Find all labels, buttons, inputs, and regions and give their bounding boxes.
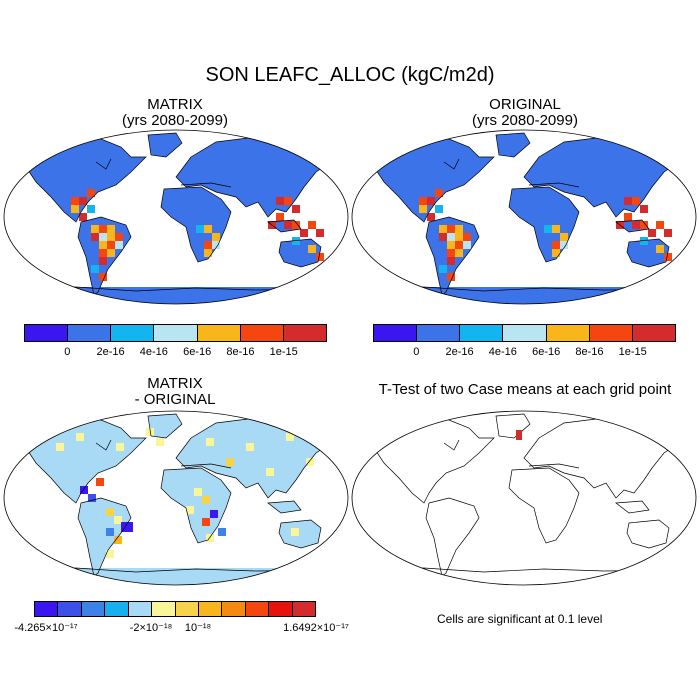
diff-title-line1: MATRIX <box>147 375 203 392</box>
original-colorbar-swatch <box>374 325 418 341</box>
original-colorbar <box>373 324 676 342</box>
matrix-colorbar-tick-label: 4e-16 <box>139 346 168 358</box>
diff-colorbar-swatch <box>152 602 176 616</box>
diff-title-line2: - ORIGINAL <box>134 391 216 408</box>
diff-colorbar-swatch <box>292 602 316 616</box>
original-colorbar-tick-label: 6e-16 <box>532 346 561 358</box>
original-map <box>351 129 697 305</box>
diff-colorbar-swatch <box>58 602 82 616</box>
matrix-colorbar-tick-label: 2e-16 <box>96 346 125 358</box>
matrix-colorbar-swatch <box>240 325 284 341</box>
matrix-colorbar-tick-label: 1e-15 <box>269 346 298 358</box>
matrix-colorbar-swatch <box>154 325 198 341</box>
matrix-colorbar-tick-label: 0 <box>64 346 71 358</box>
matrix-title-line2: (yrs 2080-2099) <box>122 112 228 129</box>
original-title-line2: (yrs 2080-2099) <box>472 112 578 129</box>
original-colorbar-swatch <box>503 325 547 341</box>
original-title: ORIGINAL (yrs 2080-2099) <box>425 97 625 129</box>
diff-colorbar-tick-label: 1.6492×10⁻¹⁷ <box>283 622 349 634</box>
matrix-title-line1: MATRIX <box>147 96 203 113</box>
diff-colorbar-tick-label: 10⁻¹⁸ <box>184 622 212 634</box>
original-colorbar-swatch <box>632 325 675 341</box>
diff-colorbar-tick-label: -2×10⁻¹⁸ <box>129 622 173 634</box>
page-title: SON LEAFC_ALLOC (kgC/m2d) <box>205 64 495 86</box>
original-colorbar-swatch <box>546 325 590 341</box>
original-colorbar-tick-label: 8e-16 <box>575 346 604 358</box>
original-colorbar-swatch <box>460 325 504 341</box>
original-colorbar-tick-label: 4e-16 <box>488 346 517 358</box>
diff-colorbar <box>34 601 316 617</box>
matrix-map <box>3 129 349 305</box>
matrix-colorbar-swatch <box>25 325 69 341</box>
matrix-colorbar <box>24 324 327 342</box>
diff-colorbar-swatch <box>222 602 246 616</box>
original-colorbar-swatch <box>589 325 633 341</box>
diff-colorbar-swatch <box>105 602 129 616</box>
matrix-colorbar-tick-label: 6e-16 <box>183 346 212 358</box>
matrix-colorbar-swatch <box>68 325 112 341</box>
diff-colorbar-swatch <box>175 602 199 616</box>
original-colorbar-tick-label: 1e-15 <box>618 346 647 358</box>
original-colorbar-swatch <box>417 325 461 341</box>
matrix-colorbar-tick-label: 8e-16 <box>226 346 255 358</box>
diff-colorbar-swatch <box>269 602 293 616</box>
diff-colorbar-swatch <box>198 602 223 616</box>
matrix-colorbar-swatch <box>197 325 241 341</box>
matrix-title: MATRIX (yrs 2080-2099) <box>75 97 275 129</box>
matrix-colorbar-swatch <box>283 325 326 341</box>
diff-title: MATRIX - ORIGINAL <box>75 376 275 408</box>
matrix-colorbar-swatch <box>111 325 155 341</box>
diff-colorbar-swatch <box>35 602 59 616</box>
original-colorbar-tick-label: 2e-16 <box>445 346 474 358</box>
diff-colorbar-swatch <box>128 602 153 616</box>
significant-cell <box>516 430 522 440</box>
diff-colorbar-tick-label: -4.265×10⁻¹⁷ <box>14 622 78 634</box>
diff-colorbar-swatch <box>81 602 106 616</box>
diff-map <box>3 410 349 586</box>
ttest-map <box>351 410 697 586</box>
original-colorbar-tick-label: 0 <box>413 346 420 358</box>
original-title-line1: ORIGINAL <box>489 96 561 113</box>
ttest-note: Cells are significant at 0.1 level <box>437 612 603 626</box>
ttest-title: T-Test of two Case means at each grid po… <box>378 381 672 398</box>
diff-colorbar-swatch <box>245 602 270 616</box>
